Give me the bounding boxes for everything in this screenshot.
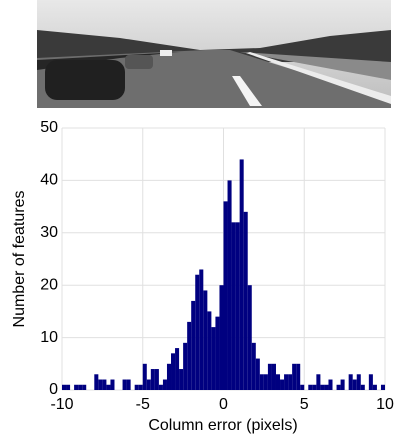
bar xyxy=(98,379,103,390)
bar xyxy=(142,363,147,390)
bar xyxy=(150,369,155,390)
bar xyxy=(154,369,159,390)
bar xyxy=(227,180,232,390)
bar xyxy=(356,374,361,390)
bar xyxy=(259,374,264,390)
bar xyxy=(102,379,107,390)
bar xyxy=(235,222,240,390)
bar xyxy=(138,384,143,390)
bar xyxy=(215,316,220,390)
bar xyxy=(288,374,293,390)
bar xyxy=(267,363,272,390)
x-tick-label: 5 xyxy=(300,396,309,413)
bar xyxy=(271,363,276,390)
bar xyxy=(223,201,228,390)
bar xyxy=(187,321,192,390)
bar xyxy=(126,379,131,390)
x-axis-label: Column error (pixels) xyxy=(148,417,297,434)
x-tick-label: -5 xyxy=(136,396,150,413)
x-tick-label: 10 xyxy=(376,396,394,413)
bar xyxy=(207,311,212,390)
bar xyxy=(219,285,224,390)
road-photo xyxy=(37,0,391,108)
bar xyxy=(316,374,321,390)
bar xyxy=(247,285,252,390)
bar xyxy=(348,374,353,390)
bar xyxy=(320,384,325,390)
bar xyxy=(191,300,196,390)
bar xyxy=(239,159,244,390)
y-tick-label: 40 xyxy=(40,172,58,189)
bar xyxy=(162,379,167,390)
bar xyxy=(243,211,248,390)
bar xyxy=(296,363,301,390)
bar xyxy=(171,353,176,390)
bar xyxy=(380,384,385,390)
bar xyxy=(372,384,377,390)
y-tick-label: 10 xyxy=(40,329,58,346)
bar xyxy=(280,379,285,390)
bar xyxy=(203,290,208,390)
bar xyxy=(66,384,71,390)
bar xyxy=(179,369,184,390)
x-tick-label: 0 xyxy=(219,396,228,413)
bar xyxy=(122,379,127,390)
bar xyxy=(328,379,333,390)
bar xyxy=(263,374,268,390)
bar xyxy=(195,274,200,390)
bar xyxy=(300,384,305,390)
bar xyxy=(255,358,260,390)
bar xyxy=(158,384,163,390)
bar xyxy=(312,384,317,390)
y-tick-label: 50 xyxy=(40,119,58,136)
bar xyxy=(368,374,373,390)
y-tick-label: 30 xyxy=(40,224,58,241)
bar xyxy=(62,384,67,390)
bar xyxy=(94,374,99,390)
bar xyxy=(166,363,172,390)
bar xyxy=(231,222,236,390)
bar xyxy=(340,379,345,390)
bar xyxy=(199,269,204,390)
bar xyxy=(324,384,329,390)
bar xyxy=(110,379,115,390)
bar xyxy=(275,374,281,390)
bar xyxy=(360,384,365,390)
bar xyxy=(211,327,216,390)
bar xyxy=(146,379,151,390)
bar xyxy=(183,342,188,390)
bar xyxy=(284,374,289,390)
bar xyxy=(106,384,111,390)
y-tick-label: 0 xyxy=(49,381,58,398)
bar xyxy=(308,384,313,390)
x-tick-label: -10 xyxy=(50,396,73,413)
bar xyxy=(336,384,341,390)
bar xyxy=(82,384,87,390)
y-axis-label: Number of features xyxy=(11,191,28,328)
bar xyxy=(134,384,139,390)
bar xyxy=(292,363,297,390)
bar xyxy=(352,379,357,390)
bar xyxy=(251,342,256,390)
bar xyxy=(78,384,83,390)
bar xyxy=(175,348,180,390)
y-tick-label: 20 xyxy=(40,276,58,293)
bar xyxy=(74,384,79,390)
